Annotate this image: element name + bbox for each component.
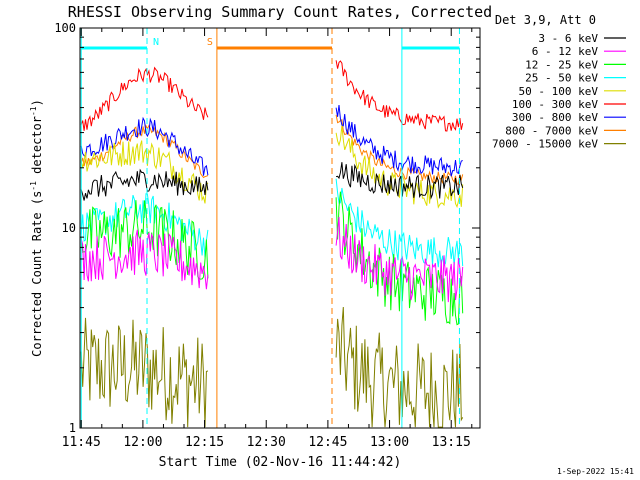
y-axis-title-sup1: -1 <box>29 181 38 191</box>
series-trace <box>80 200 209 280</box>
series-trace <box>335 114 464 185</box>
annotation-night-0: N <box>80 28 159 428</box>
legend-item: 25 - 50 keV <box>525 72 626 85</box>
legend-title: Det 3,9, Att 0 <box>495 13 596 27</box>
x-tick-label: 12:00 <box>123 435 162 450</box>
y-axis-title-mid: detector <box>30 116 44 181</box>
y-tick-label: 10 <box>62 221 76 235</box>
series-trace <box>335 191 464 326</box>
x-tick-label: 13:15 <box>432 435 471 450</box>
series-7000-15000-kev <box>80 306 464 428</box>
legend-label: 50 - 100 keV <box>519 85 599 98</box>
legend-item: 6 - 12 keV <box>532 45 626 58</box>
series-trace <box>80 193 209 258</box>
y-axis-title-main: Corrected Count Rate (s <box>30 191 44 357</box>
series-trace <box>80 116 209 176</box>
chart-title: RHESSI Observing Summary Count Rates, Co… <box>68 3 492 21</box>
x-tick-label: 11:45 <box>62 435 101 450</box>
x-tick-label: 13:00 <box>370 435 409 450</box>
legend-label: 25 - 50 keV <box>525 72 598 85</box>
legend-label: 6 - 12 keV <box>532 45 599 58</box>
series-trace <box>335 216 464 303</box>
axes: 1 10 100 11:45 12:00 12:15 12:30 12:45 13:00 13:1… <box>54 21 481 450</box>
y-tick-label: 1 <box>69 421 76 435</box>
series-50-100-kev <box>80 125 464 209</box>
series-trace <box>335 306 464 428</box>
legend-label: 800 - 7000 keV <box>505 124 598 137</box>
x-axis-title: Start Time (02-Nov-16 11:44:42) <box>159 455 402 470</box>
series-300-800-kev <box>80 104 463 177</box>
legend-label: 300 - 800 keV <box>512 111 598 124</box>
annotation-night-2 <box>401 28 460 428</box>
plot-frame <box>79 27 481 429</box>
annotation-label: S <box>207 37 213 48</box>
series-trace <box>80 168 209 201</box>
series-trace <box>335 125 464 209</box>
x-tick-label: 12:15 <box>185 435 224 450</box>
legend-item: 100 - 300 keV <box>512 98 626 111</box>
series-trace <box>80 66 209 131</box>
series-trace <box>335 60 464 132</box>
legend-label: 7000 - 15000 keV <box>492 138 598 151</box>
legend-item: 3 - 6 keV <box>538 32 626 45</box>
series-3-6-kev <box>80 162 464 201</box>
series-6-12-kev <box>80 216 464 303</box>
legend-label: 100 - 300 keV <box>512 98 598 111</box>
timestamp: 1-Sep-2022 15:41 <box>557 467 634 476</box>
series-12-25-kev <box>80 191 464 326</box>
x-tick-label: 12:45 <box>308 435 347 450</box>
annotation-label: N <box>153 37 159 48</box>
legend-label: 3 - 6 keV <box>538 32 598 45</box>
y-axis-title-sup2: -1 <box>29 106 38 116</box>
legend-item: 7000 - 15000 keV <box>492 138 626 151</box>
legend-item: 50 - 100 keV <box>519 85 626 98</box>
series-trace <box>80 229 209 290</box>
y-tick-label: 100 <box>54 21 76 35</box>
series-100-300-kev <box>80 60 464 132</box>
legend-item: 300 - 800 keV <box>512 111 626 124</box>
legend-label: 12 - 25 keV <box>525 58 598 71</box>
legend-item: 12 - 25 keV <box>525 58 626 71</box>
series-trace <box>335 104 463 177</box>
x-tick-label: 12:30 <box>247 435 286 450</box>
series-trace <box>80 317 209 428</box>
annotation-saa-1: S <box>207 28 333 428</box>
series-trace <box>336 162 464 200</box>
y-axis-title: Corrected Count Rate (s-1 detector-1) <box>29 99 44 357</box>
y-axis-title-end: ) <box>30 99 44 106</box>
legend-item: 800 - 7000 keV <box>505 124 626 137</box>
